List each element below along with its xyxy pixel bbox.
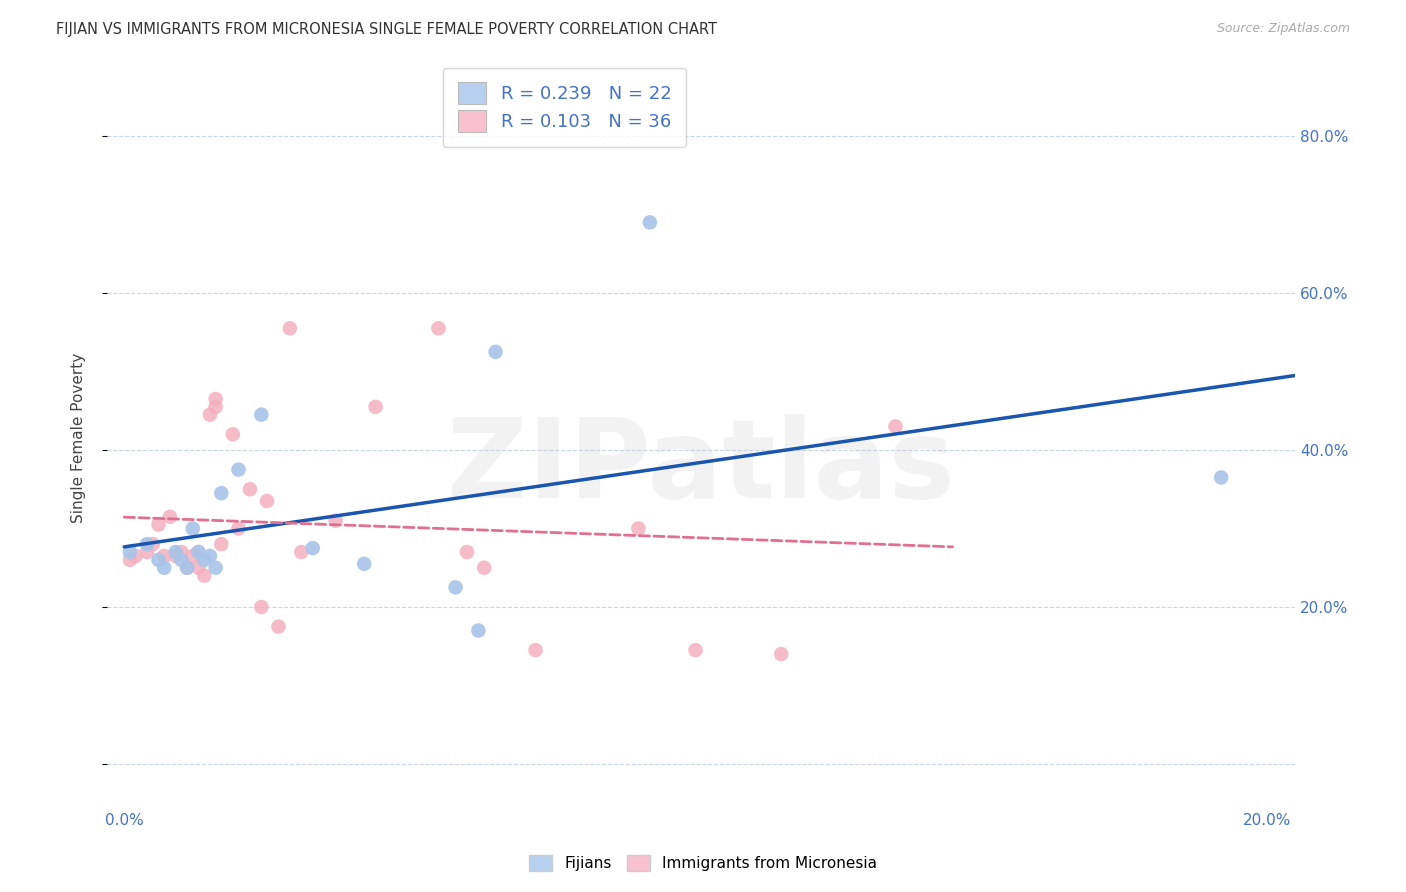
Point — [256, 494, 278, 508]
Point — [353, 557, 375, 571]
Point — [159, 509, 181, 524]
Point — [176, 560, 198, 574]
Point — [472, 560, 495, 574]
Point — [290, 545, 312, 559]
Point — [278, 321, 301, 335]
Point — [467, 624, 489, 638]
Point — [124, 549, 146, 563]
Point — [198, 549, 221, 563]
Point — [627, 521, 650, 535]
Point — [187, 545, 209, 559]
Point — [170, 553, 193, 567]
Point — [165, 545, 187, 559]
Point — [228, 462, 250, 476]
Point — [142, 537, 165, 551]
Point — [153, 549, 176, 563]
Point — [250, 599, 273, 614]
Text: Source: ZipAtlas.com: Source: ZipAtlas.com — [1216, 22, 1350, 36]
Point — [204, 392, 226, 406]
Point — [456, 545, 478, 559]
Point — [136, 537, 159, 551]
Point — [301, 541, 323, 555]
Text: FIJIAN VS IMMIGRANTS FROM MICRONESIA SINGLE FEMALE POVERTY CORRELATION CHART: FIJIAN VS IMMIGRANTS FROM MICRONESIA SIN… — [56, 22, 717, 37]
Point — [524, 643, 547, 657]
Point — [222, 427, 245, 442]
Point — [187, 545, 209, 559]
Point — [209, 486, 232, 500]
Point — [204, 560, 226, 574]
Point — [193, 553, 215, 567]
Y-axis label: Single Female Poverty: Single Female Poverty — [72, 353, 86, 524]
Point — [187, 560, 209, 574]
Point — [228, 521, 250, 535]
Point — [770, 647, 793, 661]
Point — [118, 553, 141, 567]
Point — [148, 553, 170, 567]
Point — [884, 419, 907, 434]
Point — [267, 619, 290, 633]
Point — [181, 549, 204, 563]
Point — [204, 400, 226, 414]
Point — [364, 400, 387, 414]
Legend: Fijians, Immigrants from Micronesia: Fijians, Immigrants from Micronesia — [523, 849, 883, 877]
Point — [484, 344, 506, 359]
Point — [685, 643, 707, 657]
Point — [193, 568, 215, 582]
Point — [136, 545, 159, 559]
Text: ZIPatlas: ZIPatlas — [447, 414, 955, 521]
Point — [325, 514, 347, 528]
Point — [170, 545, 193, 559]
Point — [148, 517, 170, 532]
Point — [1211, 470, 1233, 484]
Point — [444, 580, 467, 594]
Point — [239, 482, 262, 496]
Point — [427, 321, 450, 335]
Point — [250, 408, 273, 422]
Point — [118, 545, 141, 559]
Point — [165, 549, 187, 563]
Point — [209, 537, 232, 551]
Legend: R = 0.239   N = 22, R = 0.103   N = 36: R = 0.239 N = 22, R = 0.103 N = 36 — [443, 68, 686, 147]
Point — [153, 560, 176, 574]
Point — [638, 215, 661, 229]
Point — [181, 521, 204, 535]
Point — [176, 560, 198, 574]
Point — [198, 408, 221, 422]
